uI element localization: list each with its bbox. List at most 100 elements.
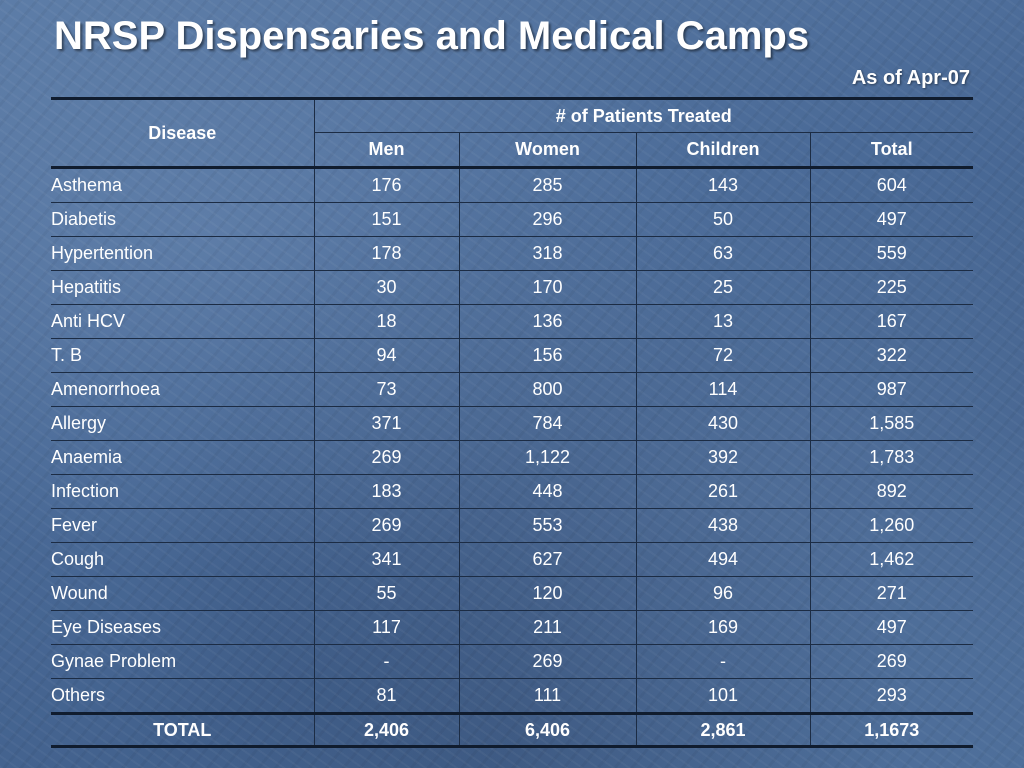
men-cell: 18 xyxy=(314,304,460,339)
men-cell: 371 xyxy=(314,406,460,441)
table-row: T. B 94 156 72 322 xyxy=(51,338,973,373)
disease-cell: Fever xyxy=(51,508,315,543)
children-cell: 143 xyxy=(636,167,811,203)
men-cell: 341 xyxy=(314,542,460,577)
children-cell: 494 xyxy=(636,542,811,577)
table-row: Hepatitis 30 170 25 225 xyxy=(51,270,973,305)
women-cell: 1,122 xyxy=(459,440,637,475)
children-cell: 169 xyxy=(636,610,811,645)
women-cell: 136 xyxy=(459,304,637,339)
disease-cell: Eye Diseases xyxy=(51,610,315,645)
table-row: Eye Diseases 117 211 169 497 xyxy=(51,610,973,645)
disease-cell: Hepatitis xyxy=(51,270,315,305)
disease-cell: Wound xyxy=(51,576,315,611)
disease-cell: Diabetis xyxy=(51,202,315,237)
children-cell: 261 xyxy=(636,474,811,509)
women-cell: 111 xyxy=(459,678,637,714)
men-cell: 183 xyxy=(314,474,460,509)
women-cell: 211 xyxy=(459,610,637,645)
header-row-group: Disease # of Patients Treated xyxy=(51,97,973,169)
header-row-columns: Men Women Children Total xyxy=(51,132,973,169)
men-cell: - xyxy=(314,644,460,679)
women-cell: 170 xyxy=(459,270,637,305)
table-row: Fever 269 553 438 1,260 xyxy=(51,508,973,543)
children-cell: 50 xyxy=(636,202,811,237)
table-row: Allergy 371 784 430 1,585 xyxy=(51,406,973,441)
children-cell: 13 xyxy=(636,304,811,339)
children-cell: 101 xyxy=(636,678,811,714)
women-cell: 156 xyxy=(459,338,637,373)
slide-title: NRSP Dispensaries and Medical Camps xyxy=(54,14,810,58)
disease-cell: Amenorrhoea xyxy=(51,372,315,407)
women-cell: 553 xyxy=(459,508,637,543)
disease-cell: Cough xyxy=(51,542,315,577)
total-cell: 559 xyxy=(810,236,973,271)
total-cell: 167 xyxy=(810,304,973,339)
table-row: Others 81 111 101 293 xyxy=(51,678,973,714)
children-cell: 63 xyxy=(636,236,811,271)
men-cell: 55 xyxy=(314,576,460,611)
disease-cell: T. B xyxy=(51,338,315,373)
children-column-header: Children xyxy=(636,132,811,169)
women-cell: 120 xyxy=(459,576,637,611)
as-of-date: As of Apr-07 xyxy=(851,67,970,89)
men-cell: 151 xyxy=(314,202,460,237)
children-cell: 96 xyxy=(636,576,811,611)
table-row: Hypertention 178 318 63 559 xyxy=(51,236,973,271)
patients-table: Disease # of Patients Treated Men Women … xyxy=(51,97,973,748)
disease-cell: Infection xyxy=(51,474,315,509)
children-cell: 72 xyxy=(636,338,811,373)
men-cell: 269 xyxy=(314,440,460,475)
grand-total-row: TOTAL 2,406 6,406 2,861 1,1673 xyxy=(51,712,973,748)
men-cell: 73 xyxy=(314,372,460,407)
grand-total-women: 6,406 xyxy=(459,712,637,748)
women-cell: 269 xyxy=(459,644,637,679)
grand-total-all: 1,1673 xyxy=(810,712,973,748)
children-cell: 25 xyxy=(636,270,811,305)
women-cell: 285 xyxy=(459,167,637,203)
total-cell: 497 xyxy=(810,610,973,645)
children-cell: 430 xyxy=(636,406,811,441)
children-cell: 114 xyxy=(636,372,811,407)
children-cell: 392 xyxy=(636,440,811,475)
disease-cell: Anaemia xyxy=(51,440,315,475)
women-cell: 296 xyxy=(459,202,637,237)
total-cell: 322 xyxy=(810,338,973,373)
table-row: Infection 183 448 261 892 xyxy=(51,474,973,509)
children-cell: 438 xyxy=(636,508,811,543)
disease-cell: Others xyxy=(51,678,315,714)
table-row: Cough 341 627 494 1,462 xyxy=(51,542,973,577)
men-cell: 178 xyxy=(314,236,460,271)
table-row: Asthema 176 285 143 604 xyxy=(51,167,973,203)
men-cell: 117 xyxy=(314,610,460,645)
grand-total-label: TOTAL xyxy=(51,712,315,748)
women-cell: 448 xyxy=(459,474,637,509)
women-column-header: Women xyxy=(459,132,637,169)
women-cell: 784 xyxy=(459,406,637,441)
total-cell: 1,585 xyxy=(810,406,973,441)
men-column-header: Men xyxy=(314,132,460,169)
disease-column-header: Disease xyxy=(51,97,315,169)
men-cell: 269 xyxy=(314,508,460,543)
disease-cell: Anti HCV xyxy=(51,304,315,339)
table-row: Anaemia 269 1,122 392 1,783 xyxy=(51,440,973,475)
table-row: Wound 55 120 96 271 xyxy=(51,576,973,611)
women-cell: 318 xyxy=(459,236,637,271)
total-cell: 892 xyxy=(810,474,973,509)
disease-cell: Allergy xyxy=(51,406,315,441)
total-cell: 293 xyxy=(810,678,973,714)
table-row: Amenorrhoea 73 800 114 987 xyxy=(51,372,973,407)
total-cell: 987 xyxy=(810,372,973,407)
total-cell: 271 xyxy=(810,576,973,611)
table-row: Anti HCV 18 136 13 167 xyxy=(51,304,973,339)
men-cell: 81 xyxy=(314,678,460,714)
table-row: Gynae Problem - 269 - 269 xyxy=(51,644,973,679)
disease-cell: Gynae Problem xyxy=(51,644,315,679)
total-cell: 269 xyxy=(810,644,973,679)
total-cell: 604 xyxy=(810,167,973,203)
total-cell: 1,462 xyxy=(810,542,973,577)
women-cell: 627 xyxy=(459,542,637,577)
disease-cell: Asthema xyxy=(51,167,315,203)
children-cell: - xyxy=(636,644,811,679)
total-cell: 1,783 xyxy=(810,440,973,475)
